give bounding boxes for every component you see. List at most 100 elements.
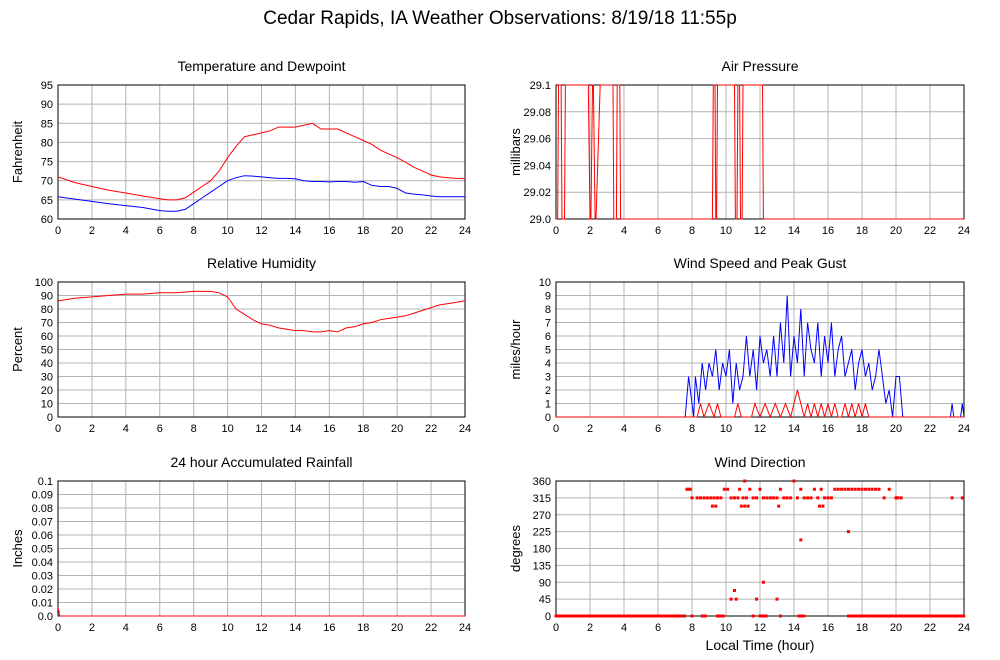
- data-point: [809, 496, 813, 500]
- y-tick-label: 60: [41, 331, 53, 343]
- y-axis-label: millibars: [508, 128, 523, 176]
- data-point: [746, 504, 750, 508]
- y-tick-label: 75: [41, 157, 53, 169]
- data-point: [816, 496, 820, 500]
- data-point: [729, 597, 733, 601]
- x-tick-label: 22: [425, 622, 437, 634]
- data-point: [761, 580, 765, 584]
- x-tick-label: 4: [123, 622, 129, 634]
- data-point: [751, 496, 755, 500]
- data-point: [699, 496, 702, 500]
- x-tick-label: 18: [856, 622, 868, 634]
- data-point: [821, 504, 825, 508]
- x-tick-label: 2: [587, 225, 593, 237]
- x-tick-label: 2: [89, 622, 95, 634]
- data-point: [775, 496, 779, 500]
- data-point: [782, 496, 786, 500]
- data-point: [703, 614, 707, 618]
- y-tick-label: 70: [41, 176, 53, 188]
- x-tick-label: 16: [323, 622, 335, 634]
- x-tick-label: 6: [157, 423, 163, 435]
- y-tick-label: 90: [41, 291, 53, 303]
- y-tick-label: 4: [545, 358, 551, 370]
- x-tick-label: 14: [289, 423, 301, 435]
- y-tick-label: 10: [539, 277, 551, 289]
- data-point: [751, 614, 755, 618]
- x-tick-label: 18: [357, 225, 369, 237]
- y-tick-label: 2: [545, 385, 551, 397]
- y-tick-label: 45: [539, 594, 551, 606]
- x-tick-label: 24: [459, 423, 471, 435]
- data-point: [743, 479, 747, 483]
- x-tick-label: 10: [221, 423, 233, 435]
- y-tick-label: 0.1: [38, 476, 53, 488]
- y-tick-label: 29.1: [530, 80, 551, 92]
- x-tick-label: 24: [459, 622, 471, 634]
- x-tick-label: 24: [459, 225, 471, 237]
- data-point: [683, 614, 687, 618]
- y-tick-label: 8: [545, 304, 551, 316]
- x-tick-label: 8: [191, 622, 197, 634]
- data-point: [755, 496, 759, 500]
- x-tick-label: 0: [553, 622, 559, 634]
- data-point: [695, 496, 699, 500]
- x-tick-label: 22: [924, 225, 936, 237]
- data-point: [857, 487, 861, 491]
- y-tick-label: 40: [41, 358, 53, 370]
- y-tick-label: 29.06: [523, 134, 551, 146]
- data-point: [836, 487, 840, 491]
- data-point: [743, 504, 747, 508]
- data-point: [761, 496, 765, 500]
- series-line: [58, 607, 465, 617]
- x-tick-label: 8: [191, 423, 197, 435]
- data-point: [795, 496, 799, 500]
- y-tick-label: 50: [41, 345, 53, 357]
- x-tick-label: 6: [655, 423, 661, 435]
- data-point: [802, 496, 806, 500]
- x-tick-label: 8: [191, 225, 197, 237]
- y-tick-label: 0: [545, 611, 551, 623]
- x-tick-label: 12: [754, 622, 766, 634]
- data-point: [729, 496, 733, 500]
- y-tick-label: 360: [533, 476, 551, 488]
- x-tick-label: 16: [323, 423, 335, 435]
- data-point: [962, 614, 966, 618]
- data-point: [722, 487, 726, 491]
- x-tick-label: 10: [221, 225, 233, 237]
- x-tick-label: 20: [391, 423, 403, 435]
- series-line: [58, 175, 465, 212]
- x-tick-label: 0: [55, 225, 61, 237]
- x-tick-label: 22: [425, 225, 437, 237]
- data-point: [734, 597, 738, 601]
- data-point: [792, 479, 796, 483]
- x-tick-label: 10: [720, 225, 732, 237]
- x-tick-label: 8: [689, 423, 695, 435]
- data-point: [772, 496, 776, 500]
- y-tick-label: 29.08: [523, 107, 551, 119]
- x-tick-label: 6: [157, 225, 163, 237]
- x-tick-label: 18: [856, 225, 868, 237]
- x-tick-label: 0: [553, 225, 559, 237]
- y-tick-label: 180: [533, 544, 551, 556]
- x-tick-label: 10: [720, 423, 732, 435]
- chart-title: Temperature and Dewpoint: [177, 58, 345, 74]
- chart-title: Wind Speed and Peak Gust: [674, 255, 847, 271]
- data-point: [887, 487, 891, 491]
- x-tick-label: 20: [890, 423, 902, 435]
- y-tick-label: 5: [545, 345, 551, 357]
- data-point: [705, 496, 709, 500]
- x-tick-label: 20: [890, 225, 902, 237]
- data-point: [812, 487, 816, 491]
- x-tick-label: 12: [255, 622, 267, 634]
- y-tick-label: 3: [545, 372, 551, 384]
- y-tick-label: 315: [533, 493, 551, 505]
- data-point: [710, 504, 714, 508]
- data-point: [894, 496, 898, 500]
- data-point: [687, 487, 691, 491]
- y-axis-label: degrees: [508, 525, 523, 572]
- y-tick-label: 0.01: [32, 598, 53, 610]
- y-tick-label: 0.02: [32, 584, 53, 596]
